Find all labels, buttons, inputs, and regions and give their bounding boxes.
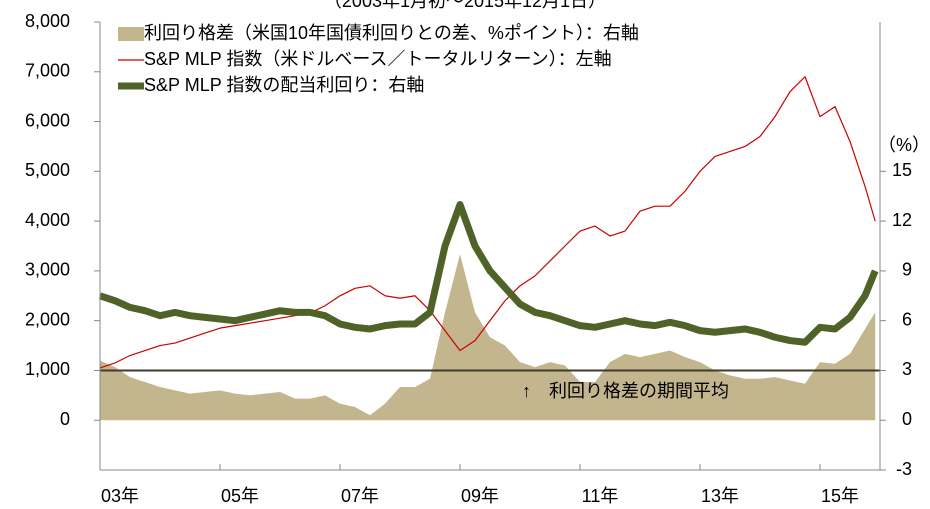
x-tick-label: 09年 [461, 486, 499, 506]
x-tick-label: 05年 [221, 486, 259, 506]
y2-tick-label: 6 [902, 309, 912, 329]
index-line [99, 76, 876, 369]
legend-label: S&P MLP 指数の配当利回り：右軸 [144, 75, 424, 95]
y2-tick-label: 0 [902, 409, 912, 429]
y-tick-label: 8,000 [25, 11, 70, 31]
y-tick-label: 4,000 [25, 210, 70, 230]
x-tick-label: 11年 [582, 486, 619, 506]
y2-unit: （%） [878, 135, 930, 155]
y2-tick-label: 3 [902, 359, 912, 379]
y-tick-label: 5,000 [25, 160, 70, 180]
y2-tick-label: 12 [892, 210, 912, 230]
x-tick-label: 13年 [701, 486, 739, 506]
y2-tick-label: 15 [892, 160, 912, 180]
y-tick-label: 2,000 [25, 309, 70, 329]
yield-line [98, 201, 879, 346]
legend-label: S&P MLP 指数（米ドルベース／トータルリターン）：左軸 [144, 49, 612, 69]
y-tick-label: 1,000 [25, 359, 70, 379]
y-tick-label: 6,000 [25, 110, 70, 130]
area-series [100, 254, 876, 421]
legend-label: 利回り格差（米国10年国債利回りとの差、%ポイント）：右軸 [144, 23, 639, 43]
y-tick-label: 0 [60, 409, 70, 429]
y-tick-label: 3,000 [25, 260, 70, 280]
chart-subtitle: （2003年1月初～2015年12月1日） [324, 0, 606, 11]
y2-tick-label: -3 [896, 459, 912, 479]
x-tick-label: 03年 [101, 486, 139, 506]
x-tick-label: 07年 [341, 486, 379, 506]
average-label: ↑ 利回り格差の期間平均 [522, 381, 729, 401]
y2-tick-label: 9 [902, 260, 912, 280]
x-tick-label: 15年 [821, 486, 859, 506]
y-tick-label: 7,000 [25, 61, 70, 81]
legend-swatch [118, 27, 144, 41]
